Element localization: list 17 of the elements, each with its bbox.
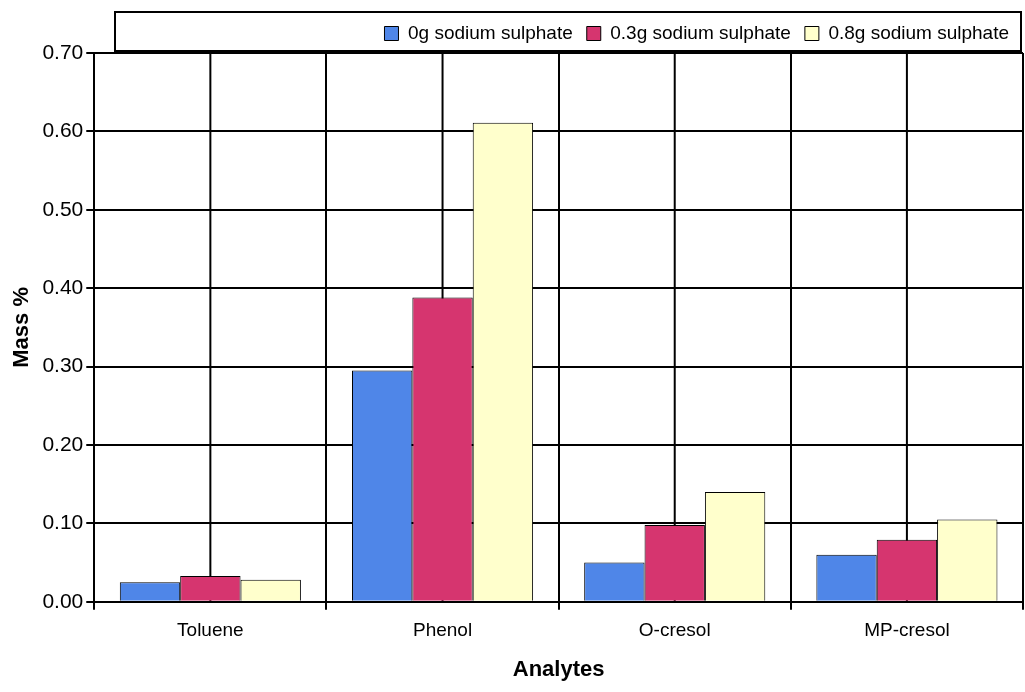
y-tick-label: 0.20	[42, 431, 84, 455]
y-tick-label: 0.50	[42, 196, 84, 220]
y-tick-label: 0.10	[42, 510, 84, 534]
x-tick-label: MP-cresol	[864, 619, 950, 641]
x-tick-label: Toluene	[177, 619, 244, 641]
y-tick-label: 0.70	[42, 39, 84, 63]
y-tick-label: 0.40	[42, 275, 84, 298]
x-tick-label: O-cresol	[638, 619, 711, 641]
x-axis-title: Analytes	[512, 655, 605, 681]
y-tick-label: 0.30	[42, 353, 84, 377]
legend-label: 0g sodium sulphate	[407, 21, 573, 43]
legend-label: 0.3g sodium sulphate	[610, 21, 791, 43]
y-tick-label: 0.60	[42, 118, 84, 142]
x-tick-label: Phenol	[412, 619, 473, 641]
y-axis-title: Mass %	[8, 287, 34, 368]
legend-label: 0.8g sodium sulphate	[828, 21, 1009, 43]
y-tick-label: 0.00	[42, 588, 84, 612]
